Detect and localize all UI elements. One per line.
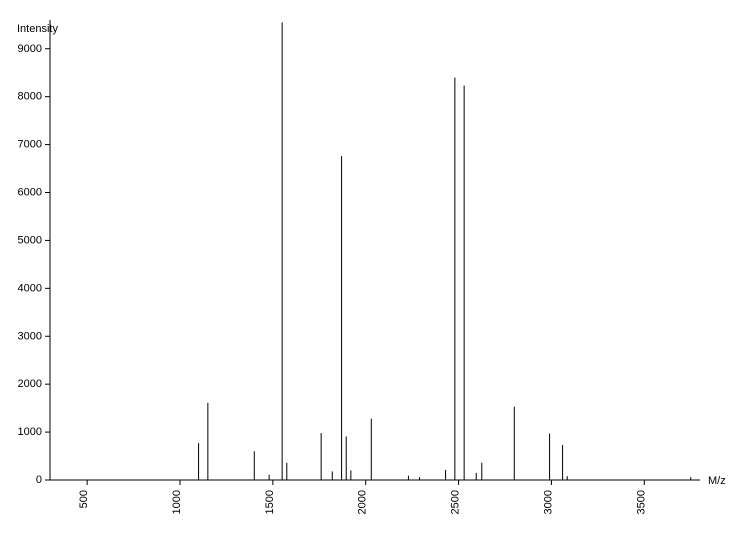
y-tick-label: 6000: [18, 187, 42, 199]
y-tick-label: 2000: [18, 378, 42, 390]
y-tick-label: 3000: [18, 330, 42, 342]
x-tick-label: 1500: [264, 490, 276, 514]
y-tick-label: 8000: [18, 91, 42, 103]
y-tick-label: 9000: [18, 43, 42, 55]
x-tick-label: 500: [78, 490, 90, 508]
y-tick-label: 1000: [18, 426, 42, 438]
y-tick-label: 7000: [18, 139, 42, 151]
mass-spectrum-chart: 0 1000 2000 3000 4000 5000 6000 7000 8000 9000 500…: [0, 0, 750, 540]
x-tick-label: 3500: [635, 490, 647, 514]
x-axis-label: M/z: [708, 475, 726, 487]
y-tick-label: 4000: [18, 282, 42, 294]
x-tick-label: 2000: [357, 490, 369, 514]
x-tick-label: 3000: [542, 490, 554, 514]
y-axis-label: Intensity: [17, 23, 58, 35]
y-tick-label: 0: [36, 474, 42, 486]
x-tick-label: 2500: [450, 490, 462, 514]
y-tick-label: 5000: [18, 234, 42, 246]
x-tick-label: 1000: [171, 490, 183, 514]
